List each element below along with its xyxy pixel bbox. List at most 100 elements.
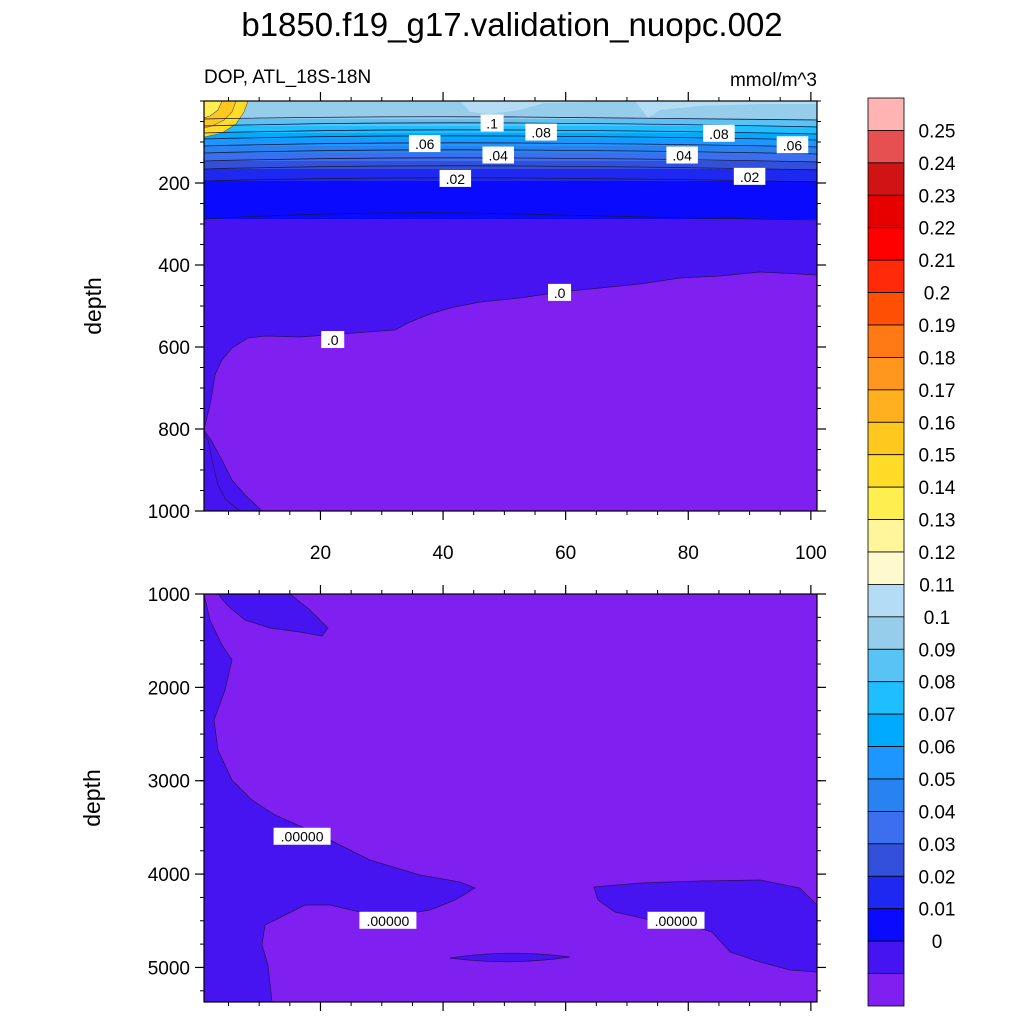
top-contour-label-box — [482, 146, 514, 164]
colorbar-label: 0.23 — [919, 186, 956, 207]
bottom-contour-label: .00000 — [273, 827, 331, 845]
top-contour-label-box — [776, 136, 809, 154]
bottom-y-tick-label: 4000 — [148, 865, 190, 886]
bottom-contour-label: .00000 — [647, 911, 705, 929]
colorbar-swatch — [867, 259, 905, 293]
top-contour-label-text: .06 — [783, 137, 803, 153]
top-contour-label-text: .1 — [486, 116, 498, 132]
bottom-panel: 1000 2000 3000 4000 5000 .00000 .00000.00000 … — [79, 585, 826, 1011]
top-x-tick-label: 80 — [678, 543, 699, 564]
colorbar-swatch — [867, 324, 905, 358]
top-contour-label-text: .02 — [740, 169, 760, 185]
top-contour-label-box — [733, 167, 766, 185]
colorbar-label: 0.02 — [919, 867, 956, 888]
colorbar-swatch — [867, 454, 905, 488]
top-fill-0105-dips — [204, 101, 817, 118]
top-contour-label: .0 — [548, 283, 572, 301]
colorbar-swatch — [867, 584, 905, 618]
colorbar-label: 0.21 — [919, 251, 956, 272]
colorbar-swatch — [867, 616, 905, 650]
colorbar-label: 0 — [932, 932, 943, 953]
colorbar-swatch — [867, 519, 905, 553]
colorbar-swatch — [867, 97, 905, 131]
top-contour-label-text: .04 — [672, 148, 692, 164]
bottom-y-axis-label: depth — [79, 769, 105, 827]
colorbar-swatch — [867, 551, 905, 585]
top-contour-label-text: .0 — [327, 332, 339, 348]
colorbar-label: 0.09 — [919, 640, 956, 661]
top-contour-label-box — [666, 146, 698, 164]
colorbar-label: 0.12 — [919, 543, 956, 564]
top-x-tick-label: 40 — [432, 543, 453, 564]
bottom-contour-label-box — [359, 911, 417, 929]
top-contour-label-text: .0 — [554, 285, 566, 301]
top-contour-label-text: .02 — [446, 171, 466, 187]
top-contour-label-box — [321, 331, 345, 349]
top-contour-label: .06 — [408, 135, 441, 153]
colorbar-swatch — [867, 973, 905, 1007]
colorbar-label: 0.11 — [919, 575, 955, 596]
colorbar-label: 0.04 — [919, 802, 956, 823]
colorbar-swatch — [867, 227, 905, 261]
top-contour-labels: .1 .08 .08 .06 .06 .04 .04 .02 .02 .0 .0 — [321, 114, 809, 349]
top-contour-label: .04 — [666, 146, 698, 164]
colorbar-swatch — [867, 486, 905, 520]
top-contour-label-box — [703, 124, 735, 142]
colorbar-swatch — [867, 811, 905, 845]
top-contour-label-text: .06 — [415, 136, 435, 152]
top-y-ticks: 200 400 600 800 1000 — [148, 100, 826, 523]
bottom-fill-left-region — [204, 594, 476, 1002]
top-y-tick-label: 200 — [158, 174, 190, 195]
top-fill-warm-corner-3 — [204, 101, 223, 119]
colorbar: 0.25 0.24 0.23 0.22 0.21 0.2 0.19 0.18 0.17 0.16 0… — [867, 97, 956, 1007]
colorbar-swatch — [867, 389, 905, 423]
bottom-contour-label-box — [273, 827, 331, 845]
top-x-ticks: 20 40 60 80 100 — [228, 92, 827, 564]
colorbar-label: 0.22 — [919, 219, 956, 240]
colorbar-label: 0.03 — [919, 835, 956, 856]
subtitle-left: DOP, ATL_18S-18N — [204, 67, 371, 88]
top-contour-label: .02 — [733, 167, 766, 185]
bottom-contour-label: .00000 — [359, 911, 417, 929]
colorbar-swatch — [867, 162, 905, 196]
top-panel: 200 400 600 800 1000 20 40 60 80 100 .1 .08 .08 .06… — [80, 92, 827, 564]
bottom-contour-label-text: .00000 — [366, 913, 409, 929]
top-contour-label-text: .04 — [489, 148, 509, 164]
top-x-tick-label: 100 — [795, 543, 827, 564]
top-y-tick-label: 600 — [158, 338, 190, 359]
top-contour-label: .08 — [525, 123, 557, 141]
colorbar-label: 0.19 — [919, 316, 956, 337]
bottom-contour-fill — [204, 594, 817, 1002]
top-contour-label-text: .08 — [531, 125, 551, 141]
colorbar-swatch — [867, 194, 905, 229]
colorbar-label: 0.13 — [919, 511, 956, 532]
bottom-y-tick-label: 3000 — [148, 772, 190, 793]
colorbar-swatch — [867, 713, 905, 747]
bottom-contour-label-text: .00000 — [281, 829, 324, 845]
top-contour-label-box — [408, 135, 441, 153]
top-y-tick-label: 800 — [158, 420, 190, 441]
colorbar-label: 0.1 — [924, 608, 950, 629]
top-contour-label-box — [548, 283, 572, 301]
colorbar-swatch — [867, 843, 905, 877]
top-contour-label-text: .08 — [709, 126, 729, 142]
bottom-fill-top-blob — [217, 594, 329, 637]
colorbar-swatch — [867, 648, 905, 683]
bottom-x-ticks — [228, 585, 812, 1011]
colorbar-label: 0.24 — [919, 154, 956, 175]
colorbar-label: 0.16 — [919, 413, 956, 434]
top-y-axis-label: depth — [80, 277, 106, 335]
colorbar-swatch — [867, 746, 905, 780]
colorbar-label: 0.08 — [919, 673, 956, 694]
bottom-contour-label-text: .00000 — [655, 913, 698, 929]
colorbar-swatch — [867, 130, 905, 164]
top-contour-label: .06 — [776, 136, 809, 154]
colorbar-label: 0.15 — [919, 446, 956, 467]
top-contour-label: .04 — [482, 146, 514, 164]
colorbar-swatch — [867, 778, 905, 812]
colorbar-label: 0.18 — [919, 348, 956, 369]
colorbar-swatch — [867, 908, 905, 942]
colorbar-label: 0.17 — [919, 381, 956, 402]
top-contour-label: .0 — [321, 331, 345, 349]
